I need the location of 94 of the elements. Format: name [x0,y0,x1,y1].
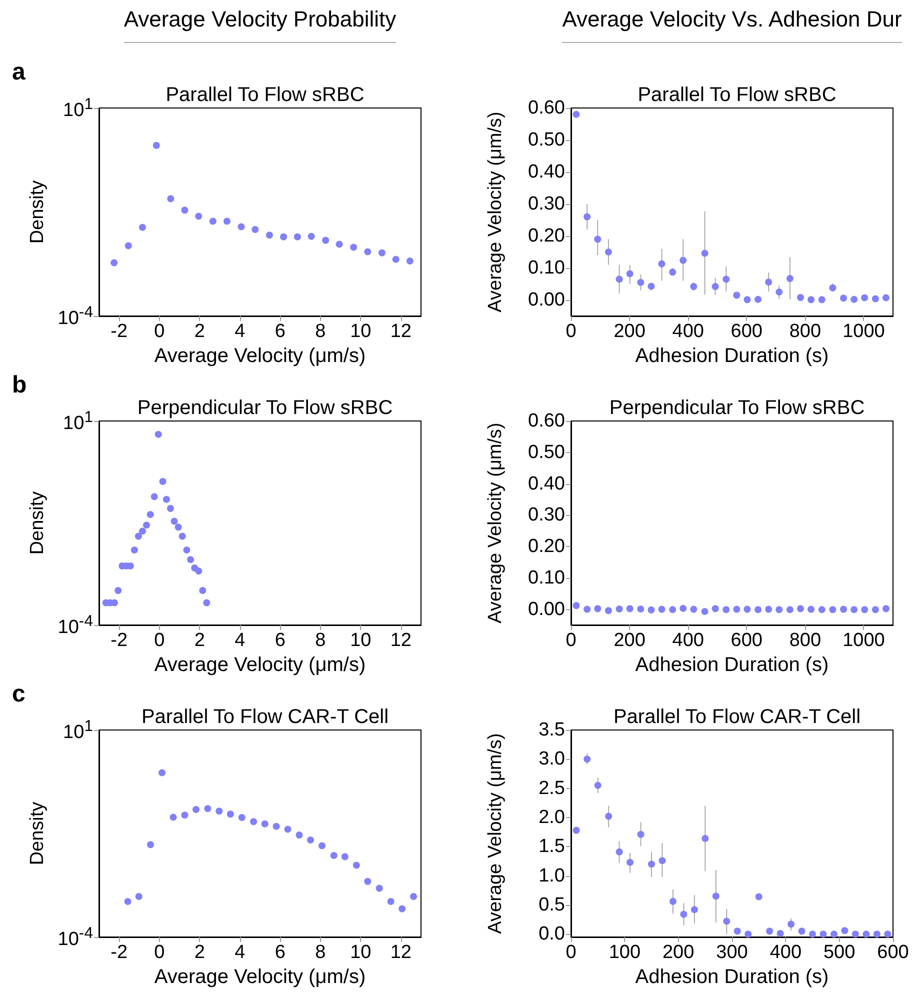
x-tick-label: 6 [274,630,286,651]
y-tick-label: 0.20 [528,226,565,246]
x-tick-label: 2 [194,321,205,342]
x-axis-title: Adhesion Duration (s) [635,966,829,988]
text: a [12,58,26,86]
x-tick-label: 6 [274,942,286,963]
y-axis-title: Density [27,180,48,244]
chart-title: Parallel To Flow CAR-T Cell [141,706,389,728]
y-axis-title: Density [27,490,48,555]
y-tick-label: 0.5 [538,894,565,916]
x-tick-label: -2 [110,630,128,651]
text: c [12,680,26,708]
y-axis-title: Average Velocity (μm/s) [485,422,506,624]
x-tick-label: 0 [566,942,576,963]
x-tick-label: 2 [194,942,205,963]
x-tick-label: 12 [390,321,412,342]
x-tick-label: 0 [154,942,165,963]
y-tick-label: 0.0 [538,924,565,945]
x-tick-label: 8 [315,942,326,963]
x-tick-label: 800 [789,630,822,651]
chart-title: Parallel To Flow sRBC [638,84,836,106]
x-tick-label: -2 [110,321,128,342]
x-tick-label: 8 [315,630,326,651]
y-tick-label: 0.60 [528,98,565,118]
x-tick-label: 0 [566,630,576,651]
y-tick-label: 0.10 [528,567,565,588]
chart-title: Perpendicular To Flow sRBC [609,397,865,419]
x-tick-label: 1000 [842,630,885,651]
y-tick-label: 10$^{-4}$ [58,924,93,952]
y-tick-label: 2.5 [538,778,565,799]
x-tick-label: 800 [789,321,822,342]
x-tick-label: 500 [823,942,856,963]
y-tick-label: 1.5 [538,836,565,858]
x-tick-label: 8 [315,321,326,342]
x-axis-title: Average Velocity (μm/s) [154,654,366,676]
x-tick-label: 200 [662,942,694,963]
chart-title: Parallel To Flow sRBC [166,84,364,106]
y-tick-label: 0.40 [528,162,565,182]
y-tick-label: 0.10 [528,258,565,278]
x-tick-label: 200 [614,630,646,651]
x-tick-label: -2 [110,942,128,963]
y-tick-label: 10$^{1}$ [63,408,93,436]
text: b [12,372,27,398]
x-tick-label: 200 [614,321,646,342]
x-tick-label: 1000 [842,321,885,342]
x-tick-label: 12 [390,630,412,651]
text: Average Velocity Probability [124,6,396,32]
x-tick-label: 4 [234,630,246,651]
y-tick-label: 3.5 [538,720,565,740]
y-axis-title: Average Velocity (μm/s) [485,112,506,312]
x-tick-label: 300 [716,942,748,963]
y-tick-label: 0.60 [528,410,565,432]
x-tick-label: 400 [672,321,704,342]
x-axis-title: Average Velocity (μm/s) [154,966,366,988]
x-tick-label: 6 [274,321,286,342]
y-tick-label: 10$^{-4}$ [58,302,93,330]
x-axis-title: Average Velocity (μm/s) [154,345,366,367]
x-tick-label: 10 [350,321,372,342]
x-axis-title: Adhesion Duration (s) [635,654,829,676]
y-tick-label: 0.20 [528,536,565,558]
y-tick-label: 0.00 [528,598,565,620]
y-tick-label: 0.50 [528,130,565,150]
x-tick-label: 600 [730,321,762,342]
x-tick-label: 400 [672,630,704,651]
x-tick-label: 10 [350,630,372,651]
x-tick-label: 10 [350,942,372,963]
x-tick-label: 2 [194,630,205,651]
x-tick-label: 600 [877,942,909,963]
y-tick-label: 0.30 [528,194,565,214]
x-tick-label: 4 [234,942,246,963]
x-tick-label: 0 [154,630,165,651]
x-tick-label: 100 [608,942,641,963]
y-tick-label: 0.00 [528,290,565,310]
y-axis-title: Average Velocity (μm/s) [485,733,506,934]
y-tick-label: 0.40 [528,473,565,494]
y-tick-label: 10$^{1}$ [63,94,93,122]
chart-title: Perpendicular To Flow sRBC [137,397,393,419]
y-tick-label: 3.0 [538,748,565,770]
x-tick-label: 600 [730,630,762,651]
y-tick-label: 2.0 [538,806,565,828]
x-tick-label: 0 [566,321,576,342]
x-tick-label: 400 [770,942,802,963]
x-axis-title: Adhesion Duration (s) [635,345,829,367]
y-tick-label: 10$^{1}$ [63,716,93,744]
y-tick-label: 10$^{-4}$ [58,612,93,640]
y-tick-label: 0.30 [528,504,565,526]
x-tick-label: 12 [390,942,412,963]
x-tick-label: 0 [154,321,165,342]
y-tick-label: 0.50 [528,442,565,463]
text: Average Velocity Vs. Adhesion Dur [562,6,902,32]
chart-title: Parallel To Flow CAR-T Cell [613,706,861,728]
y-axis-title: Density [27,801,48,866]
y-tick-label: 1.0 [538,865,565,886]
x-tick-label: 4 [234,321,246,342]
